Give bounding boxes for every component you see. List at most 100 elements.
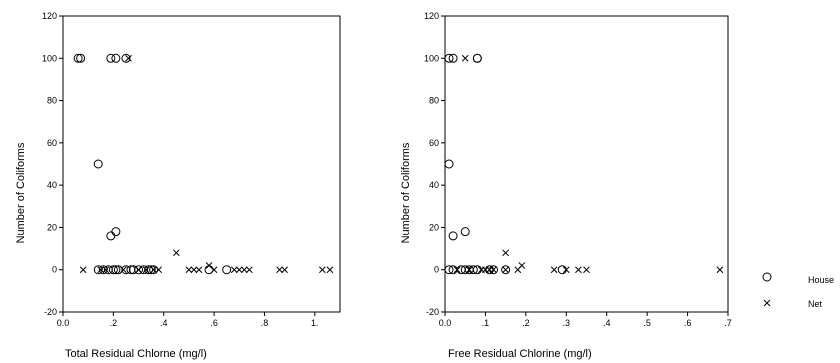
chart1-net-point — [120, 266, 127, 274]
chart1-house-point — [93, 159, 103, 169]
chart1-house-point — [111, 53, 121, 63]
legend-net-marker — [763, 299, 771, 307]
chart-total-chlorine: -20 0 20 40 60 80 100 120 0.0 .2 .4 .6 .8 1. Number o… — [15, 11, 341, 360]
chart1-house-point — [98, 265, 108, 275]
chart1-xtick-label: .6 — [210, 318, 218, 328]
chart1-house-point — [121, 53, 131, 63]
chart1-net-point — [326, 266, 334, 274]
chart1-net-point — [195, 266, 203, 274]
chart2-ytick-label: 40 — [429, 180, 439, 190]
chart1-house-point — [111, 265, 121, 275]
chart1-xtick-label: 0.0 — [57, 318, 70, 328]
chart1-xlabel: Total Residual Chlorne (mg/l) — [65, 348, 207, 360]
chart2-xtick-label: .4 — [603, 318, 611, 328]
legend: House Net — [762, 272, 834, 309]
chart1-house-point — [106, 53, 116, 63]
chart2-ytick-label: 80 — [429, 96, 439, 106]
chart2-xtick-label: .2 — [522, 318, 530, 328]
chart1-net-point — [79, 266, 87, 274]
chart1-net-point — [190, 266, 198, 274]
chart1-house-point — [149, 265, 159, 275]
chart1-house-point — [93, 265, 103, 275]
chart1-xtick-label: 1. — [311, 318, 319, 328]
chart2-house-point — [460, 227, 470, 237]
chart1-house-point — [108, 265, 118, 275]
chart2-net-point — [502, 249, 509, 257]
chart2-ytick-label: -20 — [426, 307, 439, 317]
chart2-xtick-label: .3 — [563, 318, 571, 328]
chart1-points — [73, 53, 334, 275]
chart2-ylabel: Number of Coliforms — [400, 142, 412, 243]
chart2-house-point — [444, 159, 454, 169]
chart2-points — [444, 53, 724, 275]
chart1-net-point — [210, 266, 218, 274]
chart1-house-point — [106, 231, 116, 241]
chart1-ytick-label: 100 — [42, 53, 57, 63]
chart2-net-point — [465, 266, 473, 274]
chart2-net-point — [490, 266, 497, 274]
legend-net-label: Net — [808, 299, 823, 309]
chart2-xtick-label: 0.0 — [439, 318, 452, 328]
chart1-xtick-label: .2 — [110, 318, 118, 328]
chart1-ytick-label: 40 — [47, 180, 57, 190]
chart1-net-point — [281, 266, 288, 274]
chart2-net-point — [514, 266, 522, 274]
chart1-house-point — [222, 265, 232, 275]
chart2-house-point — [444, 53, 454, 63]
chart2-house-point — [501, 265, 511, 275]
chart2-net-point — [502, 266, 509, 274]
chart1-ytick-label: 120 — [42, 11, 57, 21]
legend-house-marker — [762, 272, 772, 282]
chart2-house-point — [472, 53, 482, 63]
chart1-ytick-label: 80 — [47, 96, 57, 106]
chart1-net-point — [135, 266, 142, 274]
chart2-ytick-label: 120 — [424, 11, 439, 21]
chart1-net-point — [97, 266, 105, 274]
chart1-net-point — [276, 266, 283, 274]
chart1-net-point — [319, 266, 326, 274]
chart2-ticks: -20 0 20 40 60 80 100 120 0.0 .1 .2 .3 .4 .5 .6 .7 — [424, 11, 732, 328]
chart1-net-point — [142, 266, 150, 274]
chart2-net-point — [575, 266, 582, 274]
chart1-house-point — [129, 265, 139, 275]
chart1-plot-frame — [62, 15, 341, 313]
chart1-net-point — [150, 266, 158, 274]
chart1-house-point — [134, 265, 144, 275]
chart1-xtick-label: .8 — [261, 318, 269, 328]
chart2-ytick-label: 20 — [429, 222, 439, 232]
chart1-ytick-label: 20 — [47, 222, 57, 232]
chart1-house-point — [146, 265, 156, 275]
chart1-xtick-label: .4 — [160, 318, 168, 328]
chart1-house-point — [144, 265, 154, 275]
chart1-house-point — [73, 53, 83, 63]
chart2-xtick-label: .6 — [684, 318, 692, 328]
chart1-net-point — [245, 266, 253, 274]
legend-house-label: House — [808, 275, 834, 285]
chart1-net-point — [102, 266, 110, 274]
chart1-net-point — [155, 266, 163, 274]
chart1-ticks: -20 0 20 40 60 80 100 120 0.0 .2 .4 .6 .8 1. — [42, 11, 319, 328]
chart2-ytick-label: 60 — [429, 138, 439, 148]
chart2-house-point — [448, 231, 458, 241]
chart1-net-point — [235, 266, 243, 274]
chart1-axes — [62, 15, 341, 313]
chart2-ytick-label: 100 — [424, 53, 439, 63]
chart2-house-point — [448, 53, 458, 63]
chart2-net-point — [461, 54, 469, 62]
chart1-ytick-label: 0 — [52, 265, 57, 275]
chart1-ytick-label: 60 — [47, 138, 57, 148]
chart2-xlabel: Free Residual Chlorine (mg/l) — [448, 348, 592, 360]
chart1-ytick-label: -20 — [44, 307, 57, 317]
chart1-house-point — [76, 53, 86, 63]
chart-free-chlorine: -20 0 20 40 60 80 100 120 0.0 .1 .2 .3 .4 .5 .6 .7 Numb… — [400, 11, 732, 360]
chart2-xtick-label: .5 — [643, 318, 651, 328]
chart2-net-point — [583, 266, 590, 274]
chart1-net-point — [230, 266, 238, 274]
chart1-net-point — [125, 54, 132, 62]
chart1-net-point — [205, 262, 213, 269]
chart2-house-point — [444, 265, 454, 275]
chart2-ytick-label: 0 — [434, 265, 439, 275]
chart1-net-point — [240, 266, 248, 274]
chart1-net-point — [172, 249, 180, 257]
